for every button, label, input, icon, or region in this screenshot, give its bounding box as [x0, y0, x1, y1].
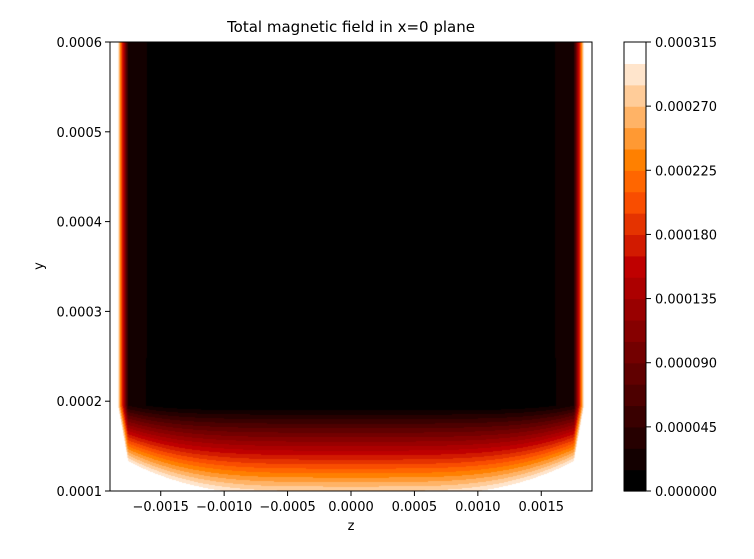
- colorbar-band: [624, 362, 646, 385]
- colorbar-band: [624, 341, 646, 364]
- colorbar-band: [624, 42, 646, 64]
- colorbar-frame: [623, 41, 647, 492]
- colorbar-band: [624, 426, 646, 449]
- colorbar-band: [624, 234, 646, 257]
- colorbar-band: [624, 448, 646, 471]
- colorbar-band: [624, 319, 646, 342]
- x-tick-label: 0.0010: [455, 500, 501, 515]
- y-tick-label: 0.0002: [57, 395, 103, 410]
- x-tick-label: −0.0005: [259, 500, 315, 515]
- y-tick-label: 0.0005: [57, 126, 103, 141]
- colorbar-tick-label: 0.000000: [655, 485, 717, 500]
- x-tick-label: 0.0005: [392, 500, 438, 515]
- colorbar-tick-label: 0.000270: [655, 100, 717, 115]
- x-tick-label: 0.0000: [328, 500, 374, 515]
- x-tick-label: 0.0015: [519, 500, 565, 515]
- y-axis-label: y: [32, 262, 47, 270]
- colorbar-band: [624, 170, 646, 193]
- colorbar-band: [624, 277, 646, 300]
- colorbar-band: [624, 405, 646, 428]
- colorbar-tick-label: 0.000135: [655, 293, 717, 308]
- x-axis: −0.0015 −0.0010 −0.0005 0.0000 0.0005 0.0010 0…: [133, 491, 564, 515]
- y-tick-label: 0.0004: [57, 216, 103, 231]
- x-tick-label: −0.0015: [133, 500, 189, 515]
- x-tick-label: −0.0010: [196, 500, 252, 515]
- colorbar-band: [624, 191, 646, 214]
- colorbar-band: [624, 63, 646, 86]
- x-axis-label: z: [348, 519, 355, 534]
- colorbar-band: [624, 255, 646, 278]
- contour-image: [110, 42, 592, 491]
- colorbar-band: [624, 84, 646, 107]
- colorbar-tick-label: 0.000045: [655, 421, 717, 436]
- colorbar-tick-label: 0.000180: [655, 228, 717, 243]
- colorbar-band: [624, 298, 646, 321]
- y-tick-label: 0.0006: [57, 36, 103, 51]
- colorbar-band: [624, 148, 646, 171]
- colorbar-band: [624, 106, 646, 129]
- y-axis: 0.0001 0.0002 0.0003 0.0004 0.0005 0.0006: [57, 36, 110, 500]
- colorbar-axis: 0.000000 0.000045 0.000090 0.000135 0.000180…: [646, 36, 717, 500]
- chart-title: Total magnetic field in x=0 plane: [226, 18, 475, 36]
- plot-area: [110, 42, 592, 491]
- y-tick-label: 0.0001: [57, 485, 103, 500]
- colorbar-tick-label: 0.000315: [655, 36, 717, 51]
- colorbar-band: [624, 213, 646, 236]
- colorbar-tick-label: 0.000090: [655, 357, 717, 372]
- colorbar: [624, 42, 646, 492]
- y-tick-label: 0.0003: [57, 305, 103, 320]
- colorbar-band: [624, 127, 646, 150]
- colorbar-tick-label: 0.000225: [655, 164, 717, 179]
- colorbar-band: [624, 469, 646, 492]
- colorbar-band: [624, 384, 646, 407]
